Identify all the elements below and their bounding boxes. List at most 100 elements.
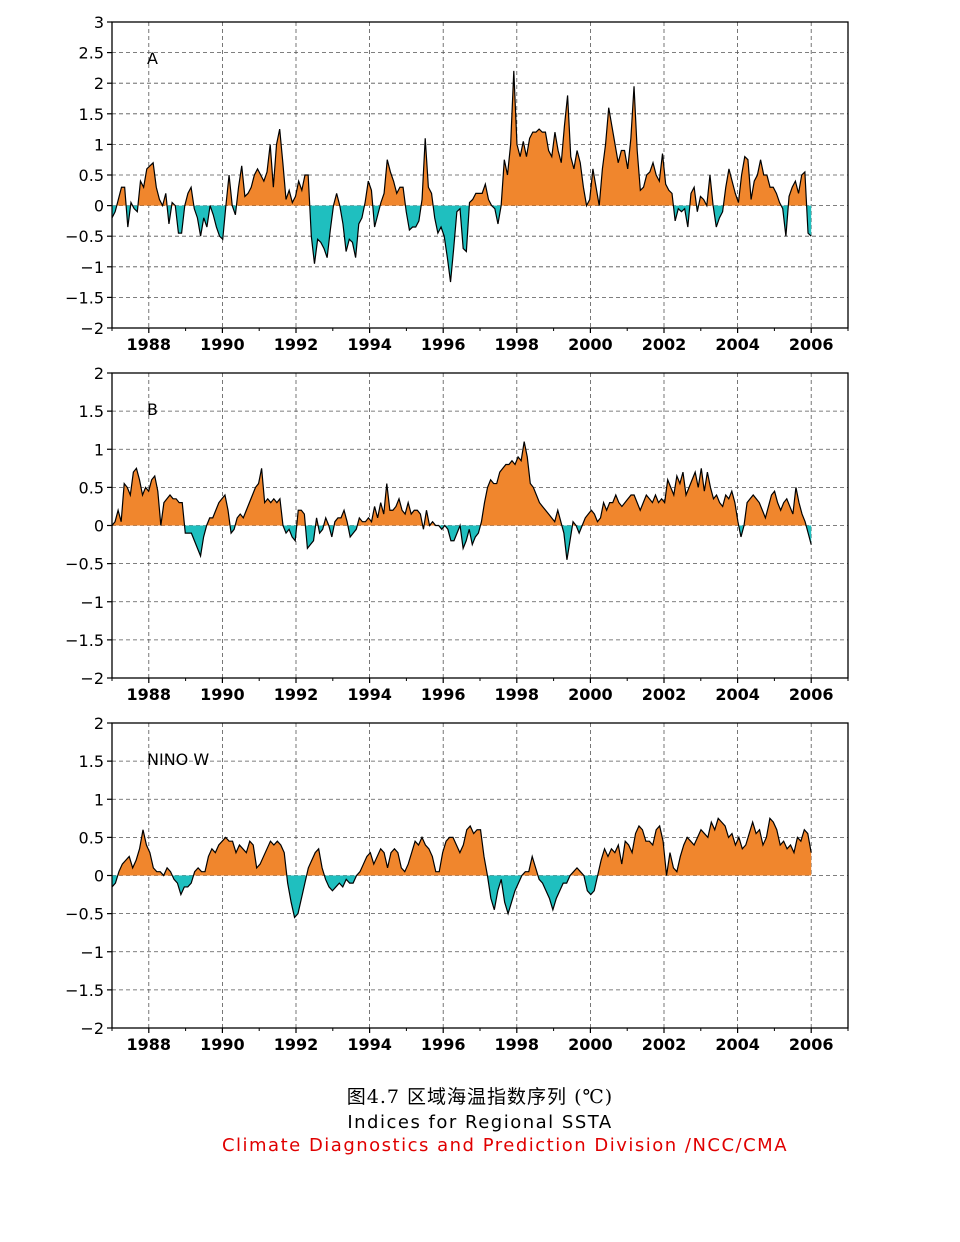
negative-anomaly-area bbox=[210, 205, 226, 240]
positive-anomaly-area bbox=[357, 483, 423, 526]
positive-anomaly-area bbox=[788, 171, 807, 206]
positive-anomaly-area bbox=[193, 837, 287, 876]
positive-anomaly-area bbox=[236, 129, 310, 206]
positive-anomaly-area bbox=[306, 848, 325, 876]
x-tick-label: 2004 bbox=[715, 685, 760, 704]
negative-anomaly-area bbox=[324, 875, 357, 891]
x-tick-label: 1996 bbox=[421, 1035, 466, 1054]
y-tick-label: −1 bbox=[80, 258, 104, 277]
y-tick-label: −1.5 bbox=[65, 288, 104, 307]
y-tick-label: −1 bbox=[80, 943, 104, 962]
x-tick-label: 1992 bbox=[274, 685, 319, 704]
x-tick-label: 2006 bbox=[789, 1035, 834, 1054]
y-tick-label: −1.5 bbox=[65, 631, 104, 650]
positive-anomaly-area bbox=[570, 867, 584, 876]
x-tick-label: 1998 bbox=[495, 335, 540, 354]
x-tick-label: 2000 bbox=[568, 335, 613, 354]
x-tick-label: 1990 bbox=[200, 335, 245, 354]
figure-caption-english: Indices for Regional SSTA bbox=[347, 1112, 613, 1133]
y-tick-label: 2.5 bbox=[79, 44, 104, 63]
y-tick-label: −0.5 bbox=[65, 227, 104, 246]
x-tick-label: 1996 bbox=[421, 685, 466, 704]
y-tick-label: −2 bbox=[80, 1019, 104, 1038]
x-tick-label: 1994 bbox=[347, 1035, 392, 1054]
panel-label: NINO W bbox=[147, 750, 209, 769]
x-tick-label: 2004 bbox=[715, 1035, 760, 1054]
positive-anomaly-area bbox=[235, 468, 283, 526]
negative-anomaly-area bbox=[193, 205, 211, 237]
y-tick-label: 0 bbox=[94, 197, 104, 216]
positive-anomaly-area bbox=[424, 510, 439, 526]
panel-label: A bbox=[147, 49, 158, 68]
x-tick-label: 2006 bbox=[789, 685, 834, 704]
figure-credit: Climate Diagnostics and Prediction Divis… bbox=[221, 1135, 789, 1156]
y-tick-label: 1 bbox=[94, 440, 104, 459]
y-tick-label: 3 bbox=[94, 13, 104, 32]
positive-anomaly-area bbox=[469, 184, 492, 206]
x-tick-label: 1990 bbox=[200, 685, 245, 704]
x-tick-label: 1994 bbox=[347, 685, 392, 704]
y-tick-label: 0 bbox=[94, 517, 104, 536]
positive-anomaly-area bbox=[296, 510, 306, 526]
y-tick-label: 0 bbox=[94, 867, 104, 886]
x-tick-label: 1990 bbox=[200, 1035, 245, 1054]
negative-anomaly-area bbox=[487, 875, 522, 914]
negative-anomaly-area bbox=[172, 875, 194, 895]
y-tick-label: 1.5 bbox=[79, 752, 104, 771]
y-tick-label: 0.5 bbox=[79, 166, 104, 185]
positive-anomaly-area bbox=[380, 159, 406, 206]
chart-panel-1: −2 −1.5 −1 −0.5 0 0.5 1 1.5 2 2.5 3 1988 1990 1992 199… bbox=[65, 13, 849, 354]
negative-anomaly-area bbox=[537, 875, 571, 910]
positive-anomaly-area bbox=[597, 818, 812, 876]
negative-anomaly-area bbox=[339, 205, 365, 258]
positive-anomaly-area bbox=[521, 856, 538, 876]
series-line bbox=[112, 441, 812, 560]
x-tick-label: 1998 bbox=[495, 1035, 540, 1054]
positive-anomaly-area bbox=[334, 510, 348, 526]
positive-anomaly-area bbox=[356, 825, 488, 876]
negative-anomaly-area bbox=[444, 525, 461, 541]
positive-anomaly-area bbox=[112, 468, 185, 526]
x-tick-label: 2006 bbox=[789, 335, 834, 354]
y-tick-label: 2 bbox=[94, 364, 104, 383]
x-tick-label: 2000 bbox=[568, 1035, 613, 1054]
y-tick-label: −0.5 bbox=[65, 905, 104, 924]
y-tick-label: 1.5 bbox=[79, 105, 104, 124]
y-tick-label: 1.5 bbox=[79, 402, 104, 421]
positive-anomaly-area bbox=[723, 156, 782, 206]
positive-anomaly-area bbox=[225, 175, 233, 206]
series-line bbox=[112, 816, 812, 919]
positive-anomaly-area bbox=[364, 181, 373, 206]
x-tick-label: 2002 bbox=[642, 685, 687, 704]
negative-anomaly-area bbox=[286, 875, 307, 918]
y-tick-label: 0.5 bbox=[79, 828, 104, 847]
y-tick-label: −1.5 bbox=[65, 981, 104, 1000]
x-tick-label: 2002 bbox=[642, 1035, 687, 1054]
figure-caption-chinese: 图4.7 区域海温指数序列 (℃) bbox=[346, 1086, 614, 1108]
x-tick-label: 2004 bbox=[715, 335, 760, 354]
positive-anomaly-area bbox=[333, 193, 340, 206]
positive-anomaly-area bbox=[501, 70, 674, 206]
negative-anomaly-area bbox=[806, 525, 812, 545]
x-tick-label: 1994 bbox=[347, 335, 392, 354]
y-tick-label: 1 bbox=[94, 790, 104, 809]
y-tick-label: −1 bbox=[80, 593, 104, 612]
y-tick-label: 0.5 bbox=[79, 478, 104, 497]
y-tick-label: 2 bbox=[94, 74, 104, 93]
y-tick-label: −2 bbox=[80, 319, 104, 338]
negative-anomaly-area bbox=[347, 525, 358, 537]
x-tick-label: 1992 bbox=[274, 1035, 319, 1054]
chart-panel-2: −2 −1.5 −1 −0.5 0 0.5 1 1.5 2 1988 1990 1992 1994 199… bbox=[65, 364, 849, 704]
positive-anomaly-area bbox=[116, 187, 127, 206]
chart-panel-3: −2 −1.5 −1 −0.5 0 0.5 1 1.5 2 1988 1990 1992 1994 199… bbox=[65, 714, 849, 1054]
positive-anomaly-area bbox=[744, 487, 807, 526]
x-tick-label: 1988 bbox=[127, 685, 172, 704]
negative-anomaly-area bbox=[282, 525, 297, 541]
series-line bbox=[112, 70, 812, 283]
negative-anomaly-area bbox=[433, 205, 470, 283]
positive-anomaly-area bbox=[480, 441, 562, 526]
positive-anomaly-area bbox=[137, 162, 168, 206]
x-tick-label: 1998 bbox=[495, 685, 540, 704]
y-tick-label: −2 bbox=[80, 669, 104, 688]
positive-anomaly-area bbox=[206, 495, 231, 526]
